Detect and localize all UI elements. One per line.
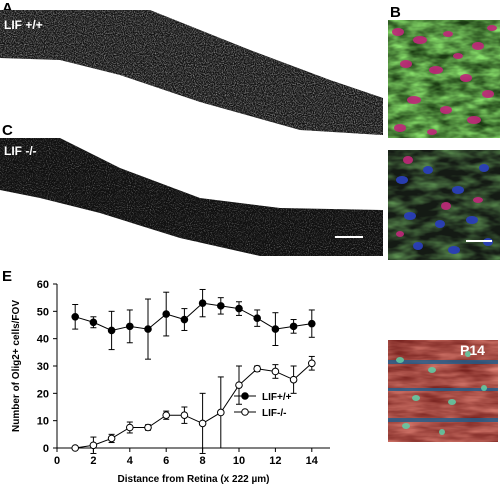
panel-letter-a: A xyxy=(2,0,13,17)
y-tick-label: 30 xyxy=(37,361,49,373)
legend-label: LIF+/+ xyxy=(262,392,292,403)
legend-marker xyxy=(241,392,249,400)
micrograph-d xyxy=(388,150,500,260)
data-point xyxy=(217,302,225,310)
y-tick-label: 40 xyxy=(37,334,49,346)
panel-letter-e: E xyxy=(2,268,13,285)
legend-label: LIF-/- xyxy=(262,408,286,419)
y-tick-label: 10 xyxy=(37,416,49,428)
data-point xyxy=(198,419,207,428)
panel-letter-b: B xyxy=(390,4,401,21)
y-tick-label: 60 xyxy=(37,279,49,291)
data-point xyxy=(126,322,134,331)
data-point xyxy=(308,319,316,328)
data-point xyxy=(271,325,280,333)
x-tick-label: 10 xyxy=(233,455,245,467)
data-point xyxy=(144,423,152,432)
age-label: P14 xyxy=(460,342,485,358)
panel-letter-c: C xyxy=(2,122,13,139)
micrograph-a-image xyxy=(0,10,383,135)
micrograph-a: LIF +/+ Retinal end xyxy=(0,10,390,135)
legend-marker xyxy=(241,408,249,416)
data-point xyxy=(180,315,189,324)
y-tick-label: 50 xyxy=(37,306,49,318)
micrograph-b-image xyxy=(388,20,500,138)
micrograph-c-image xyxy=(0,138,383,256)
data-point xyxy=(180,411,189,419)
data-point xyxy=(107,326,116,335)
micrograph-f: P14 xyxy=(388,340,498,442)
x-tick-label: 4 xyxy=(127,455,134,467)
x-tick-label: 8 xyxy=(200,455,206,467)
data-point xyxy=(253,314,262,322)
data-point xyxy=(89,441,98,450)
series-ko xyxy=(71,355,316,454)
micrograph-b xyxy=(388,20,500,138)
data-point xyxy=(271,367,280,376)
y-tick-label: 0 xyxy=(43,443,49,455)
micrograph-c: LIF -/- xyxy=(0,138,390,260)
y-axis-label: Number of Olig2+ cells/FOV xyxy=(11,300,22,432)
data-point xyxy=(217,408,225,417)
data-point xyxy=(71,444,79,452)
micrograph-d-image xyxy=(388,150,500,260)
data-point xyxy=(71,313,79,321)
x-tick-label: 2 xyxy=(90,455,96,467)
data-point xyxy=(235,304,243,313)
x-tick-label: 14 xyxy=(306,455,319,467)
olig2-chart: 0 10 20 30 40 50 60 0 2 4 6 8 10 12 14 Distance from Re… xyxy=(11,279,330,485)
data-point xyxy=(126,423,134,432)
data-point xyxy=(162,310,170,318)
x-tick-label: 6 xyxy=(163,455,169,467)
data-point xyxy=(253,364,262,373)
data-point xyxy=(107,434,116,443)
data-point xyxy=(89,318,98,327)
data-point xyxy=(198,299,207,307)
retinal-end-label: Retinal end xyxy=(4,67,69,81)
scale-bar-c xyxy=(335,236,363,238)
data-point xyxy=(235,381,243,389)
scale-bar-d xyxy=(466,240,492,242)
x-tick-label: 12 xyxy=(269,455,281,467)
y-tick-label: 20 xyxy=(37,388,49,400)
data-point xyxy=(289,375,298,384)
x-axis-label: Distance from Retina (x 222 µm) xyxy=(118,474,270,485)
micrograph-f-image xyxy=(388,340,498,442)
data-point xyxy=(308,359,316,368)
data-point xyxy=(144,325,152,333)
genotype-label-wt: LIF +/+ xyxy=(4,18,43,32)
x-tick-label: 0 xyxy=(54,455,60,467)
data-point xyxy=(289,322,298,331)
data-point xyxy=(162,411,170,419)
genotype-label-ko: LIF -/- xyxy=(4,144,37,158)
series-wt xyxy=(71,288,316,360)
